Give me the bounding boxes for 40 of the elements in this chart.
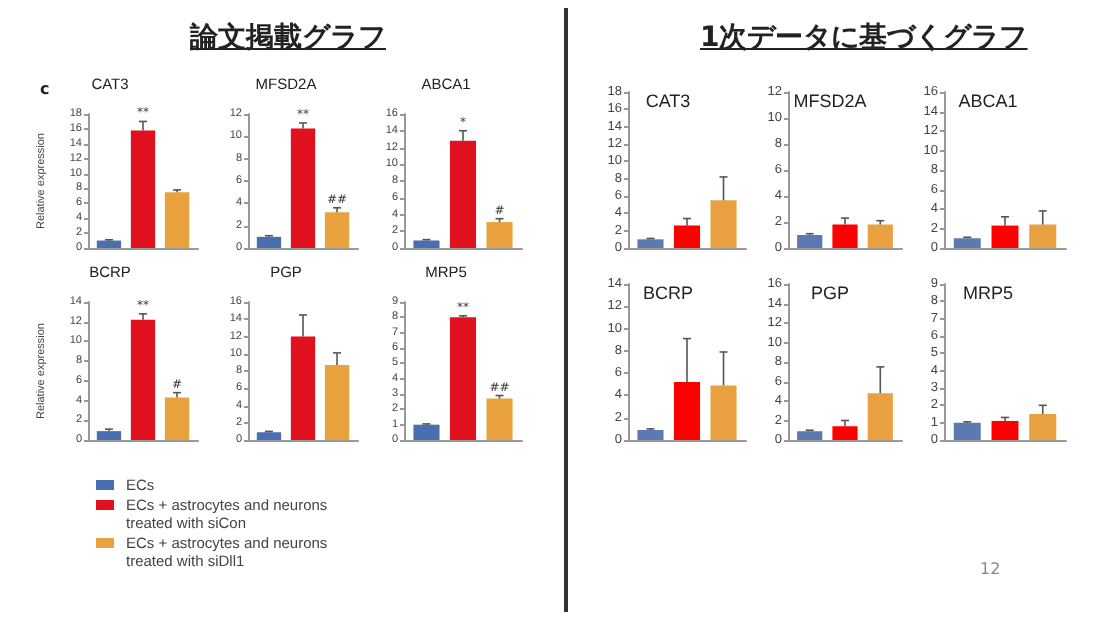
bar bbox=[486, 222, 513, 248]
bar bbox=[96, 431, 122, 440]
bar bbox=[953, 238, 981, 248]
bar bbox=[96, 240, 122, 248]
bar bbox=[256, 236, 282, 248]
bar bbox=[832, 426, 858, 440]
bar bbox=[413, 424, 440, 440]
bar bbox=[991, 225, 1019, 248]
chart-title: MRP5 bbox=[962, 283, 1014, 303]
bar bbox=[710, 200, 737, 248]
bar bbox=[637, 239, 664, 248]
bar bbox=[673, 225, 701, 248]
text: 論文掲載グラフ bbox=[190, 20, 386, 56]
bar bbox=[324, 364, 350, 440]
bar bbox=[324, 212, 350, 248]
bar bbox=[164, 397, 190, 440]
bar bbox=[867, 393, 893, 440]
chart-title: CAT3 bbox=[645, 91, 691, 111]
text: 1次データに基づくグラフ bbox=[700, 20, 1028, 56]
bar bbox=[290, 128, 316, 248]
bar bbox=[164, 192, 190, 248]
bar bbox=[637, 429, 664, 440]
bar bbox=[256, 432, 282, 440]
text: c bbox=[40, 80, 50, 98]
chart-title: BCRP bbox=[642, 283, 694, 303]
chart-title: ABCA1 bbox=[958, 91, 1018, 111]
bar bbox=[1029, 224, 1057, 248]
bar bbox=[290, 336, 316, 440]
bar bbox=[710, 385, 737, 440]
bar bbox=[449, 140, 477, 248]
bar bbox=[449, 317, 477, 440]
text: 12 bbox=[980, 560, 1001, 578]
chart-title: MFSD2A bbox=[793, 91, 867, 111]
chart-title: PGP bbox=[810, 283, 850, 303]
bar bbox=[673, 382, 701, 440]
bar bbox=[130, 319, 156, 440]
bar bbox=[797, 431, 823, 440]
bar bbox=[413, 240, 440, 248]
bar bbox=[130, 130, 156, 248]
bar bbox=[486, 398, 513, 440]
